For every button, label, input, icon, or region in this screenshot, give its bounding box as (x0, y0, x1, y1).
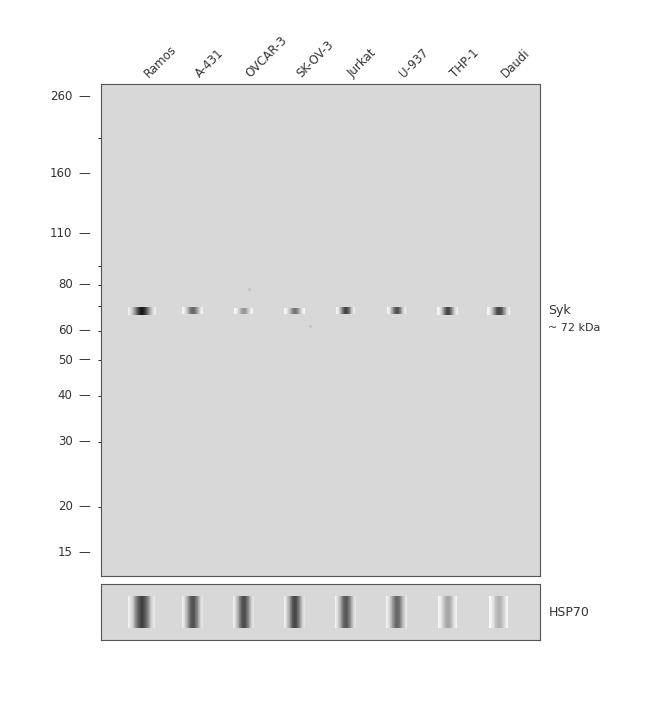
Text: A-431: A-431 (192, 46, 226, 80)
Text: —: — (79, 90, 90, 102)
Text: HSP70: HSP70 (549, 606, 589, 618)
Text: —: — (79, 278, 90, 291)
Text: 50: 50 (58, 354, 73, 366)
Text: U-937: U-937 (396, 46, 431, 80)
Text: THP-1: THP-1 (448, 46, 482, 80)
Text: —: — (79, 167, 90, 180)
Text: Jurkat: Jurkat (346, 46, 379, 80)
Text: 110: 110 (50, 227, 73, 240)
Text: 30: 30 (58, 435, 73, 449)
Text: 15: 15 (58, 546, 73, 559)
Text: ~ 72 kDa: ~ 72 kDa (549, 323, 601, 333)
Text: SK-OV-3: SK-OV-3 (294, 38, 337, 80)
Text: 80: 80 (58, 278, 73, 291)
Text: Ramos: Ramos (142, 43, 179, 80)
Text: OVCAR-3: OVCAR-3 (244, 34, 290, 80)
Text: 260: 260 (50, 90, 73, 102)
Text: —: — (79, 324, 90, 338)
Text: 40: 40 (58, 389, 73, 402)
Text: —: — (79, 546, 90, 559)
Text: —: — (79, 227, 90, 240)
Text: 160: 160 (50, 167, 73, 180)
Text: Daudi: Daudi (499, 46, 532, 80)
Text: Syk: Syk (549, 304, 571, 317)
Text: —: — (79, 354, 90, 366)
Text: 60: 60 (58, 324, 73, 338)
Text: —: — (79, 435, 90, 449)
Text: 20: 20 (58, 501, 73, 513)
Text: —: — (79, 501, 90, 513)
Text: —: — (79, 389, 90, 402)
